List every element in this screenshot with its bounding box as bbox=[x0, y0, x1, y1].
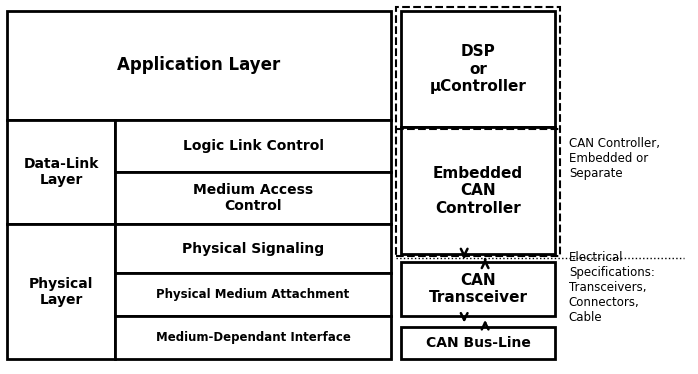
Text: Logic Link Control: Logic Link Control bbox=[182, 139, 324, 153]
Text: Medium-Dependant Interface: Medium-Dependant Interface bbox=[156, 331, 350, 344]
Bar bbox=[401, 11, 555, 127]
Bar bbox=[7, 11, 391, 120]
Text: CAN Bus-Line: CAN Bus-Line bbox=[426, 336, 530, 350]
Text: Medium Access
Control: Medium Access Control bbox=[193, 183, 313, 213]
Bar bbox=[7, 224, 115, 359]
Bar bbox=[115, 273, 391, 316]
Bar bbox=[115, 172, 391, 224]
Text: Physical
Layer: Physical Layer bbox=[29, 277, 94, 307]
Bar bbox=[401, 262, 555, 316]
Bar bbox=[401, 327, 555, 359]
Bar bbox=[115, 224, 391, 273]
Text: Physical Signaling: Physical Signaling bbox=[182, 242, 324, 256]
Text: Application Layer: Application Layer bbox=[117, 56, 281, 74]
Text: CAN
Transceiver: CAN Transceiver bbox=[429, 273, 528, 305]
Bar bbox=[7, 120, 115, 224]
Text: Embedded
CAN
Controller: Embedded CAN Controller bbox=[433, 166, 524, 216]
Bar bbox=[401, 127, 555, 254]
Text: CAN Controller,
Embedded or
Separate: CAN Controller, Embedded or Separate bbox=[569, 138, 660, 180]
Text: Electrical
Specifications:
Transceivers,
Connectors,
Cable: Electrical Specifications: Transceivers,… bbox=[569, 251, 655, 325]
Bar bbox=[115, 316, 391, 359]
Text: Physical Medium Attachment: Physical Medium Attachment bbox=[156, 288, 350, 301]
Bar bbox=[396, 7, 560, 256]
Text: Data-Link
Layer: Data-Link Layer bbox=[24, 157, 98, 187]
Text: DSP
or
μController: DSP or μController bbox=[430, 44, 526, 94]
Bar bbox=[115, 120, 391, 172]
